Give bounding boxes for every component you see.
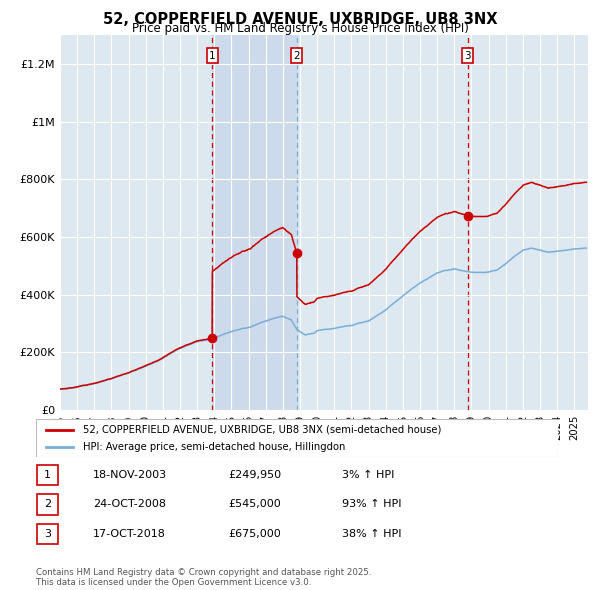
Text: £675,000: £675,000 (228, 529, 281, 539)
Text: 2: 2 (44, 500, 51, 509)
Text: 3: 3 (44, 529, 51, 539)
Text: Price paid vs. HM Land Registry's House Price Index (HPI): Price paid vs. HM Land Registry's House … (131, 22, 469, 35)
Text: 1: 1 (209, 51, 215, 61)
Text: 3% ↑ HPI: 3% ↑ HPI (342, 470, 394, 480)
Text: 52, COPPERFIELD AVENUE, UXBRIDGE, UB8 3NX (semi-detached house): 52, COPPERFIELD AVENUE, UXBRIDGE, UB8 3N… (83, 425, 442, 435)
Text: Contains HM Land Registry data © Crown copyright and database right 2025.
This d: Contains HM Land Registry data © Crown c… (36, 568, 371, 587)
Text: £249,950: £249,950 (228, 470, 281, 480)
Bar (212, 35, 297, 410)
Text: 2: 2 (293, 51, 300, 61)
Text: 3: 3 (464, 51, 471, 61)
Text: £545,000: £545,000 (228, 500, 281, 509)
Text: HPI: Average price, semi-detached house, Hillingdon: HPI: Average price, semi-detached house,… (83, 441, 346, 451)
Text: 18-NOV-2003: 18-NOV-2003 (93, 470, 167, 480)
Text: 17-OCT-2018: 17-OCT-2018 (93, 529, 166, 539)
Text: 93% ↑ HPI: 93% ↑ HPI (342, 500, 401, 509)
Text: 38% ↑ HPI: 38% ↑ HPI (342, 529, 401, 539)
Text: 52, COPPERFIELD AVENUE, UXBRIDGE, UB8 3NX: 52, COPPERFIELD AVENUE, UXBRIDGE, UB8 3N… (103, 12, 497, 27)
Text: 24-OCT-2008: 24-OCT-2008 (93, 500, 166, 509)
Text: 1: 1 (44, 470, 51, 480)
